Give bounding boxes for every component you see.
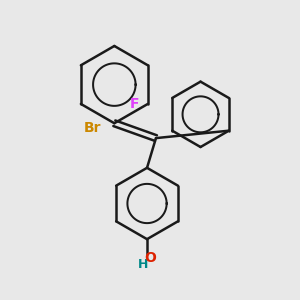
Text: Br: Br [83,121,101,135]
Text: H: H [137,258,148,271]
Text: O: O [145,250,157,265]
Text: F: F [130,97,139,111]
